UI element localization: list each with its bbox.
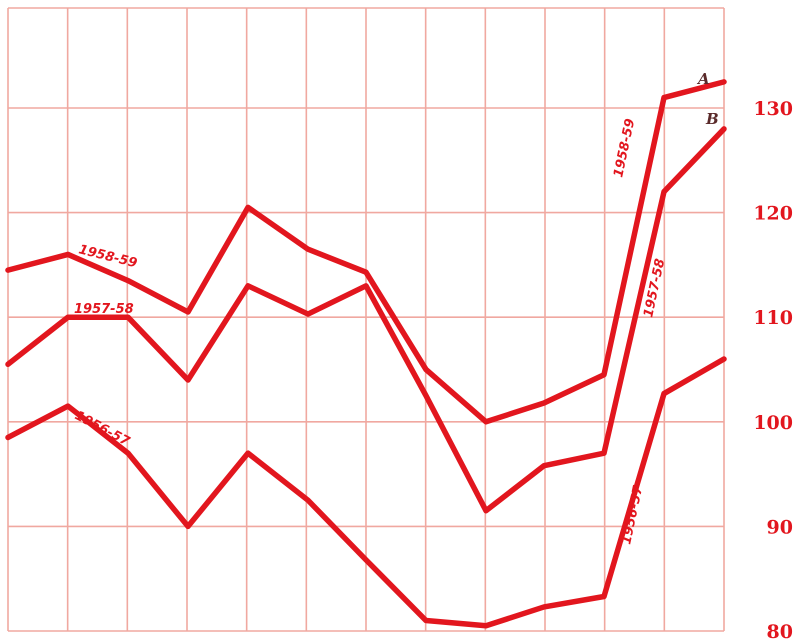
series-end-label: B	[705, 110, 719, 128]
series-label-1957-58: 1957-58	[74, 302, 134, 317]
y-tick-label: 110	[753, 307, 793, 329]
y-tick-label: 90	[767, 516, 793, 538]
series-line-1957-58	[5, 126, 727, 514]
series-lines	[5, 79, 727, 629]
series-label-1956-57: 1956-57	[72, 408, 133, 450]
y-tick-label: 130	[753, 98, 793, 120]
y-tick-label: 80	[767, 621, 793, 639]
series-end-label: A	[696, 70, 710, 88]
series-line-1956-57	[5, 356, 727, 629]
series-label-1958-59: 1958-59	[611, 117, 638, 178]
y-tick-label: 120	[753, 203, 793, 225]
series-label-1956-57: 1956-57	[619, 483, 646, 545]
grid	[7, 7, 725, 632]
y-tick-label: 100	[753, 412, 793, 434]
series-label-1958-59: 1958-59	[77, 242, 139, 271]
y-axis-tick-labels: 80 90 100 110 120 130	[753, 98, 793, 639]
series-line-1958-59	[5, 79, 727, 425]
